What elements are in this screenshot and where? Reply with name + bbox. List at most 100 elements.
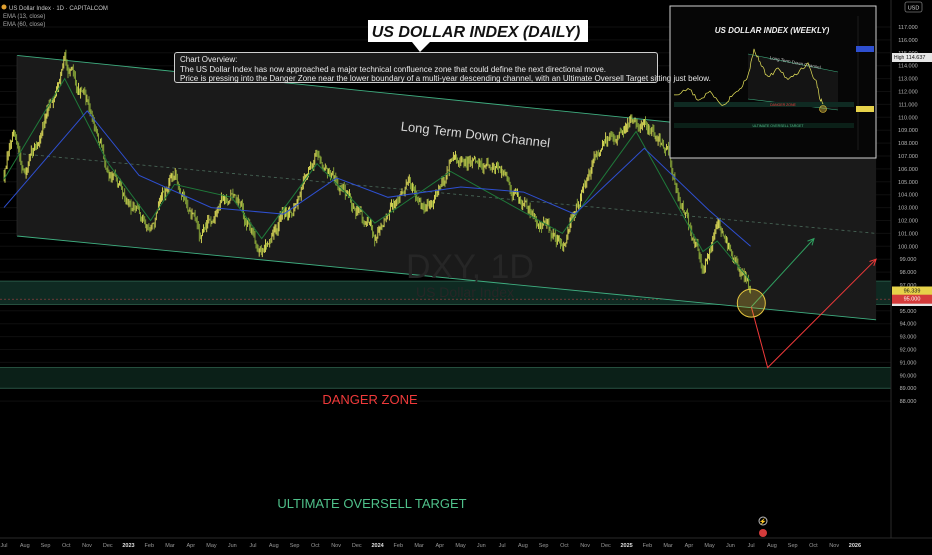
svg-text:⚡: ⚡: [759, 518, 766, 526]
time-axis: Jul Aug Sep Oct Nov Dec 2023 Feb Mar Apr May Jun Jul…: [0, 537, 932, 550]
time-tick: Apr: [187, 543, 196, 549]
chart-title: US DOLLAR INDEX (DAILY): [372, 24, 581, 41]
price-tick: 110.000: [898, 115, 917, 121]
watermark-name: US Dollar Index: [416, 284, 514, 300]
time-tick: Dec: [352, 543, 362, 549]
price-tick: 106.000: [898, 167, 918, 173]
time-tick: Nov: [331, 543, 341, 549]
time-tick: Sep: [539, 543, 549, 549]
time-tick: Sep: [788, 543, 798, 549]
time-tick: Mar: [165, 543, 175, 549]
time-tick: Mar: [663, 543, 673, 549]
price-tick: 113.000: [898, 77, 917, 83]
price-tick: 88.000: [900, 399, 917, 405]
inset-target-label: ULTIMATE OVERSELL TARGET: [753, 124, 805, 128]
time-tick: May: [704, 543, 715, 549]
price-tick: 112.000: [898, 90, 917, 96]
inset-danger-label: DANGER ZONE: [770, 103, 796, 107]
price-tick: 98.000: [900, 270, 917, 276]
time-tick: Nov: [829, 543, 839, 549]
price-tick: 101.000: [898, 231, 918, 237]
price-tick: 117.000: [898, 25, 917, 31]
time-tick: Jul: [748, 543, 755, 549]
price-tick: 116.000: [898, 38, 917, 44]
marker-price-tag-value: 95.000: [904, 297, 921, 303]
time-tick: 2025: [620, 543, 632, 549]
time-tick: Mar: [414, 543, 424, 549]
time-tick: Sep: [41, 543, 51, 549]
bearish-projection-arrow-head: [869, 258, 877, 266]
time-tick: Oct: [809, 543, 818, 549]
time-tick: Oct: [311, 543, 320, 549]
overview-heading: Chart Overview:: [180, 55, 238, 64]
oversell-target-zone: [0, 367, 891, 389]
marker-price-tag: [892, 294, 932, 304]
time-tick: Jun: [726, 543, 735, 549]
ema-fast-legend[interactable]: EMA (13, close): [3, 14, 45, 20]
time-tick: Jul: [499, 543, 506, 549]
ema-slow-line: [3, 110, 751, 247]
price-tick: 100.000: [898, 244, 918, 250]
event-icon[interactable]: ⚡: [758, 516, 768, 526]
price-tick: 102.000: [898, 219, 918, 225]
projections: [750, 237, 877, 369]
price-axis: 117.000116.000115.000114.000113.000112.0…: [890, 0, 932, 550]
earnings-icon[interactable]: [759, 529, 767, 537]
price-tick: 95.000: [900, 309, 917, 315]
title-callout: [368, 20, 588, 52]
weekly-inset: US DOLLAR INDEX (WEEKLY)Long Term Down C…: [669, 5, 877, 159]
high-price-tag-value: 114.637: [906, 55, 925, 61]
time-tick: Dec: [103, 543, 113, 549]
time-tick: Nov: [82, 543, 92, 549]
overview-line-2: Price is pressing into the Danger Zone n…: [180, 74, 711, 83]
inset-marker: [819, 105, 827, 113]
time-tick: Apr: [685, 543, 694, 549]
down-channel: [16, 54, 877, 321]
time-tick: Sep: [290, 543, 300, 549]
price-tick: 111.000: [898, 102, 917, 108]
bearish-projection-arrow: [750, 258, 877, 369]
time-tick: Jun: [228, 543, 237, 549]
price-tick: 91.000: [900, 360, 917, 366]
confluence-marker: [736, 288, 766, 318]
ema-fast-line: [3, 77, 751, 282]
time-tick: Aug: [20, 543, 30, 549]
current-price-value: 96.339: [904, 289, 921, 295]
time-tick: Jun: [477, 543, 486, 549]
price-tick: 104.000: [898, 193, 918, 199]
time-tick: 2024: [371, 543, 384, 549]
time-tick: Oct: [560, 543, 569, 549]
currency-label[interactable]: USD: [908, 6, 920, 12]
high-price-tag: [892, 53, 932, 62]
price-tick: 89.000: [900, 386, 917, 392]
price-tick: 94.000: [900, 322, 917, 328]
price-tick: 108.000: [898, 141, 918, 147]
price-tick: 109.000: [898, 128, 918, 134]
price-tick: 107.000: [898, 154, 918, 160]
time-tick: Feb: [643, 543, 652, 549]
time-tick: May: [455, 543, 466, 549]
ema-slow-legend[interactable]: EMA (60, close): [3, 22, 45, 28]
time-tick: Feb: [394, 543, 403, 549]
price-tick: 114.000: [898, 64, 917, 70]
time-tick: May: [206, 543, 217, 549]
time-tick: Feb: [145, 543, 154, 549]
time-tick: Jul: [249, 543, 256, 549]
time-tick: Nov: [580, 543, 590, 549]
inset-price-line: [674, 48, 824, 106]
symbol-label[interactable]: US Dollar Index · 1D · CAPITALCOM: [9, 6, 108, 12]
confluence-circle: [736, 288, 766, 318]
time-tick: Apr: [436, 543, 445, 549]
header: US Dollar Index · 1D · CAPITALCOM EMA (1…: [1, 4, 108, 28]
time-tick: Aug: [518, 543, 528, 549]
symbol-dot-icon: [1, 4, 7, 10]
bullish-projection-arrow-head: [807, 237, 815, 246]
price-tick: 97.000: [900, 283, 917, 289]
currency-button[interactable]: [904, 1, 923, 13]
time-tick: 2026: [849, 543, 861, 549]
time-tick: Jul: [0, 543, 7, 549]
high-label: High: [894, 55, 905, 61]
price-tick: 105.000: [898, 180, 918, 186]
